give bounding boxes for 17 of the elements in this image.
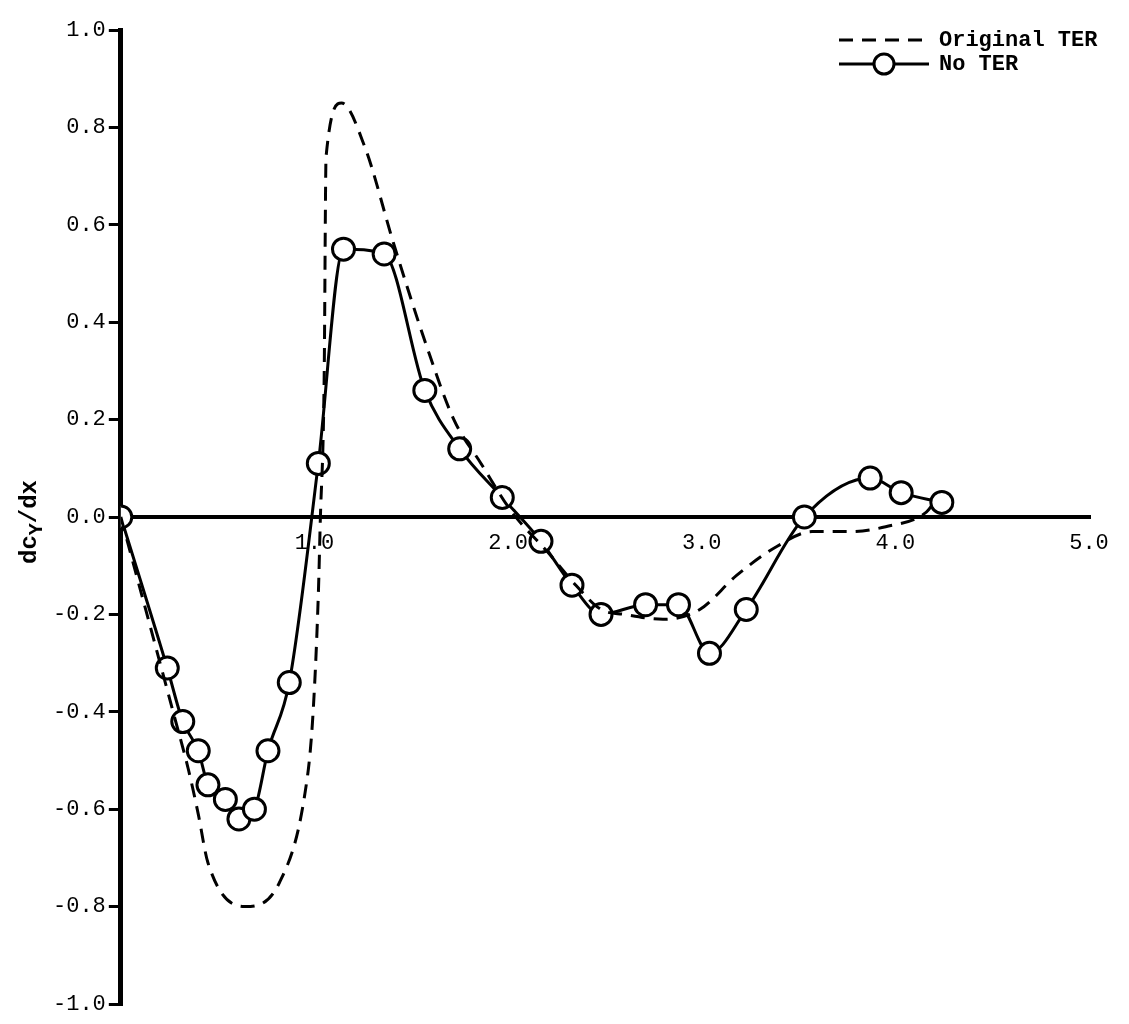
y-tick-label: 0.0 [66,504,106,530]
y-tick-label: -1.0 [53,991,106,1017]
legend-label: No TER [939,51,1020,77]
y-tick-label: -0.4 [53,699,106,725]
x-tick-label: 3.0 [681,531,722,557]
y-tick-label: 0.2 [66,407,106,433]
x-tick-label: 4.0 [875,531,916,557]
y-tick-label: 1.0 [66,17,106,43]
y-tick-label: -0.8 [53,894,106,920]
y-tick-label: 0.4 [66,310,106,336]
y-tick-label: 0.6 [66,212,106,238]
x-tick-label: 2.0 [488,531,528,557]
legend-label: Original TER [939,27,1099,53]
y-tick-label: -0.6 [53,797,106,823]
x-tick-label: 5.0 [1069,531,1109,557]
y-tick-label: -0.2 [53,602,106,628]
y-tick-label: 0.8 [66,115,106,141]
